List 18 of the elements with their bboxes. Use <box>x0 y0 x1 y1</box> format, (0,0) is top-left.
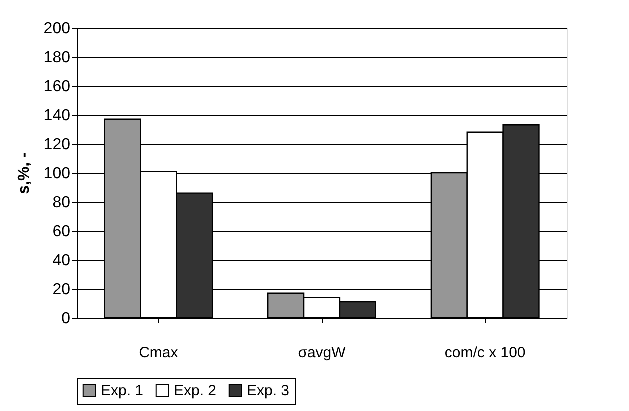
y-tick-label: 160 <box>44 78 71 96</box>
x-tick-label: Cmax <box>139 344 179 362</box>
x-tick-label: com/c x 100 <box>444 344 526 362</box>
y-tick-label: 0 <box>62 310 71 328</box>
y-tick-label: 140 <box>44 108 71 124</box>
y-tick-label: 120 <box>44 136 71 154</box>
y-tick-label: 60 <box>52 224 71 240</box>
y-tick-label: 40 <box>52 252 71 270</box>
legend-label: Exp. 1 <box>101 382 144 400</box>
y-tick-label: 80 <box>52 194 71 212</box>
y-axis-title: s,%, - <box>16 152 33 194</box>
legend-label: Exp. 2 <box>174 382 217 400</box>
y-tick-label: 100 <box>44 166 71 182</box>
x-tick-label: σavgW <box>298 344 347 362</box>
y-tick-label: 200 <box>44 20 71 38</box>
legend-label: Exp. 3 <box>247 382 290 400</box>
y-tick-label: 180 <box>44 50 71 66</box>
y-tick-label: 20 <box>52 282 71 298</box>
